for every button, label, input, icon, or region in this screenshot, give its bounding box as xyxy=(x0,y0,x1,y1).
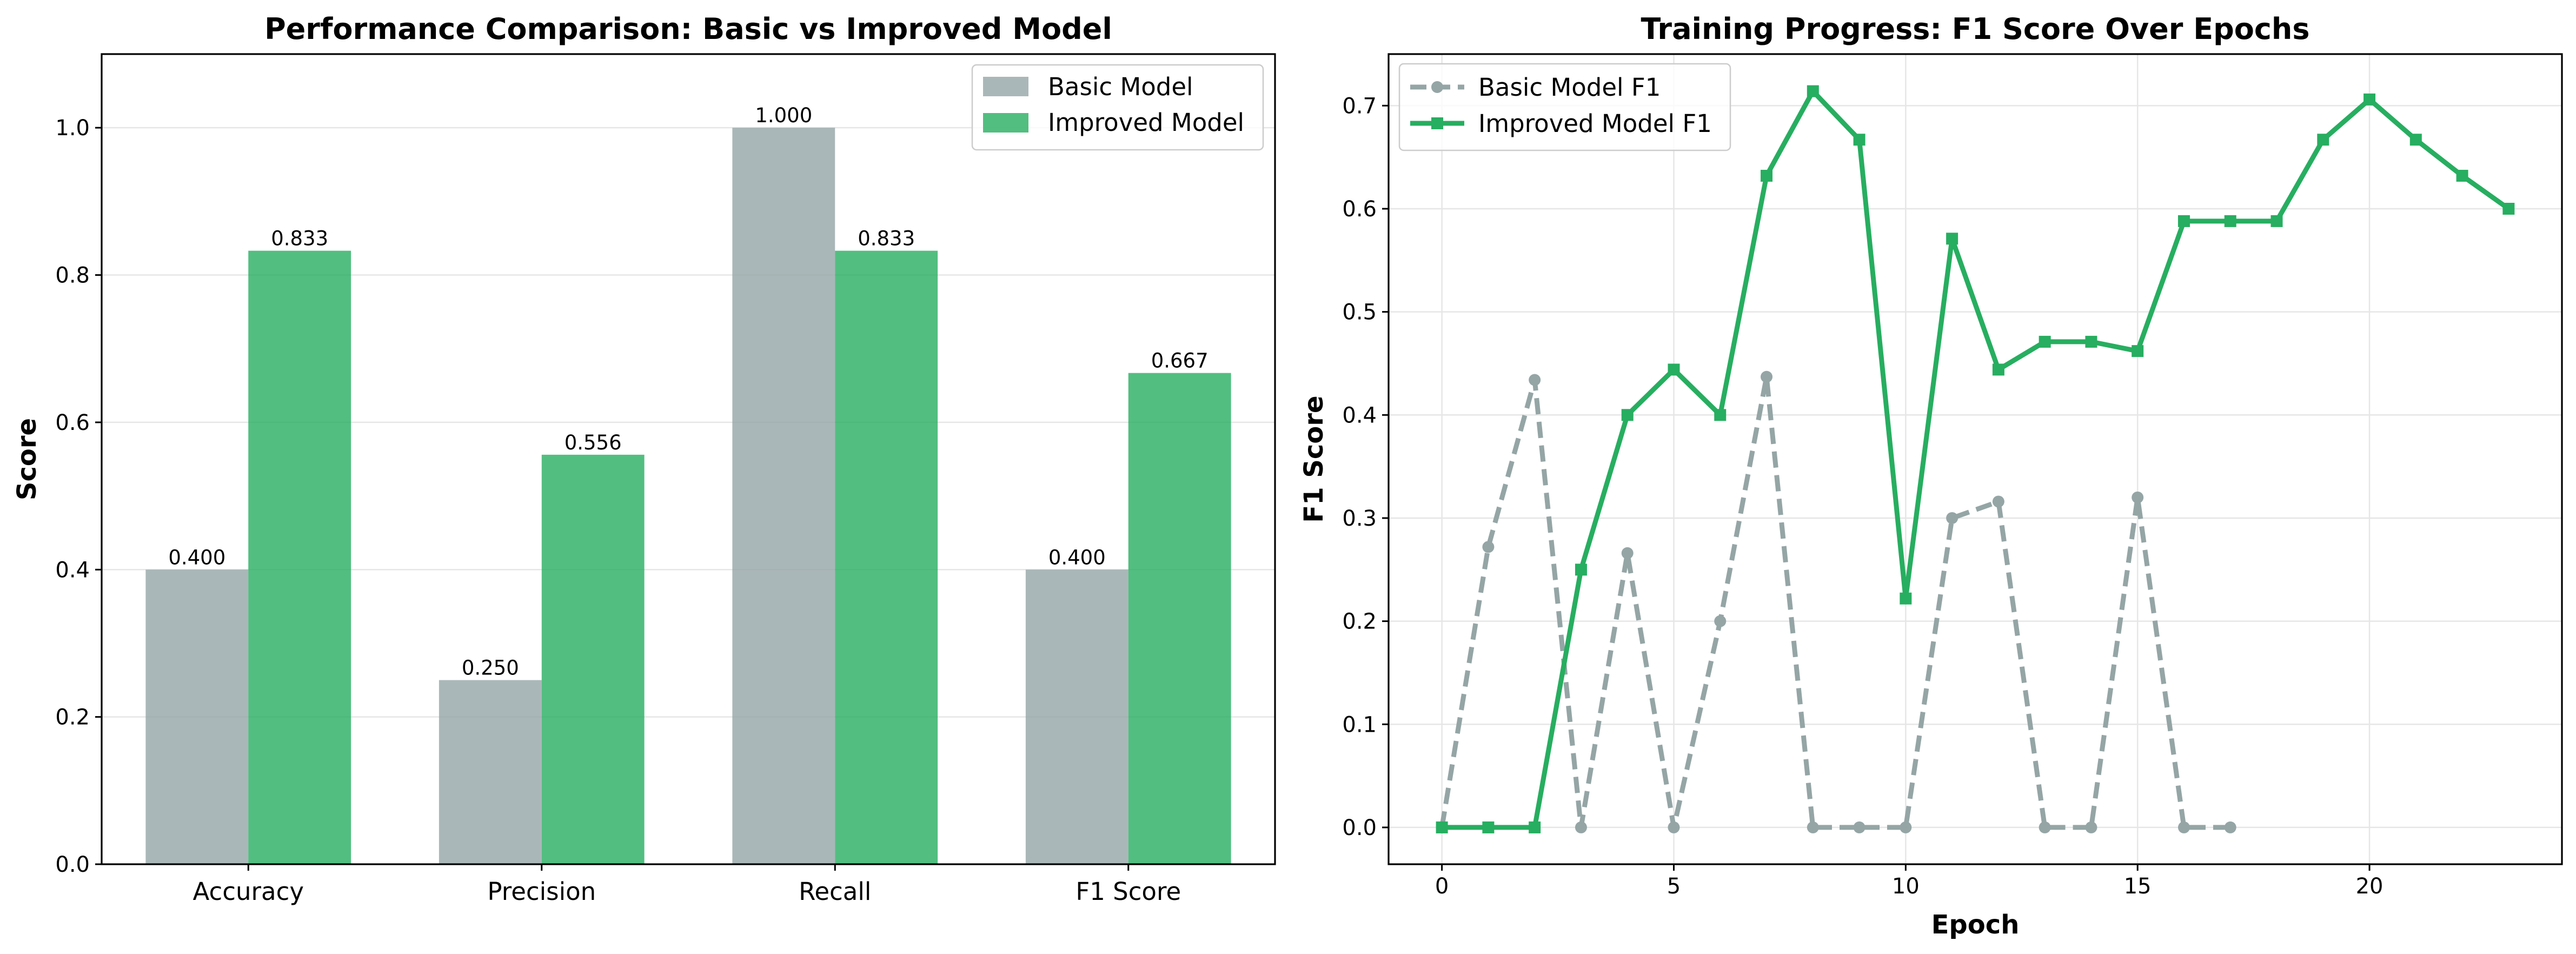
point-improved-model-f1 xyxy=(1668,363,1679,375)
legend-label-basic-model: Basic Model xyxy=(1048,72,1193,101)
x-tick-label: 5 xyxy=(1667,874,1681,899)
x-tick-label: 15 xyxy=(2124,874,2152,899)
y-tick-label: 0.0 xyxy=(55,852,90,877)
line-chart-legend: Basic Model F1 Improved Model F1 xyxy=(1399,64,1730,150)
x-tick-label: 10 xyxy=(1892,874,1920,899)
point-basic-model-f1 xyxy=(1993,495,2004,507)
point-improved-model-f1 xyxy=(2317,134,2329,145)
point-basic-model-f1 xyxy=(1668,822,1679,833)
y-tick-label: 0.1 xyxy=(1342,712,1377,737)
point-improved-model-f1 xyxy=(1807,85,1819,97)
legend-marker xyxy=(1431,81,1443,93)
point-basic-model-f1 xyxy=(2225,822,2236,833)
point-improved-model-f1 xyxy=(2363,94,2375,105)
point-improved-model-f1 xyxy=(2178,215,2190,227)
point-basic-model-f1 xyxy=(1807,822,1819,833)
bar-value-label: 0.833 xyxy=(271,227,328,250)
bar-improved-model-accuracy xyxy=(248,251,351,864)
point-improved-model-f1 xyxy=(2225,215,2236,227)
point-improved-model-f1 xyxy=(2502,203,2514,215)
legend-label-improved-model-f1: Improved Model F1 xyxy=(1478,109,1712,138)
x-tick-label: 20 xyxy=(2356,874,2384,899)
line-chart-x-axis-label: Epoch xyxy=(1931,910,2020,940)
bar-basic-model-accuracy xyxy=(145,569,248,864)
point-improved-model-f1 xyxy=(2457,170,2468,182)
y-tick-label: 0.7 xyxy=(1342,94,1377,118)
point-improved-model-f1 xyxy=(1946,233,1958,244)
bar-value-label: 0.400 xyxy=(1048,546,1106,569)
x-tick-label-recall: Recall xyxy=(799,877,871,906)
y-tick-label: 0.6 xyxy=(55,410,90,435)
bar-improved-model-precision xyxy=(542,455,645,864)
y-tick-label: 0.3 xyxy=(1342,506,1377,531)
point-improved-model-f1 xyxy=(1854,134,1865,145)
bar-improved-model-recall xyxy=(835,251,938,864)
y-tick-label: 0.0 xyxy=(1342,816,1377,840)
bar-basic-model-precision xyxy=(439,680,542,864)
bar-improved-model-f1-score xyxy=(1128,373,1231,864)
point-improved-model-f1 xyxy=(2410,134,2422,145)
point-basic-model-f1 xyxy=(1482,541,1494,553)
point-basic-model-f1 xyxy=(2039,822,2051,833)
bar-chart-legend: Basic Model Improved Model xyxy=(972,65,1263,150)
point-improved-model-f1 xyxy=(1436,822,1448,833)
point-improved-model-f1 xyxy=(2271,215,2283,227)
point-improved-model-f1 xyxy=(1622,409,1634,421)
point-basic-model-f1 xyxy=(1529,374,1541,386)
legend-label-improved-model: Improved Model xyxy=(1048,108,1244,137)
y-tick-label: 0.5 xyxy=(1342,300,1377,325)
bar-chart-title: Performance Comparison: Basic vs Improve… xyxy=(264,12,1112,46)
bar-value-label: 1.000 xyxy=(755,104,812,127)
y-tick-label: 0.8 xyxy=(55,263,90,288)
y-tick-label: 0.6 xyxy=(1342,197,1377,222)
bar-basic-model-f1-score xyxy=(1026,569,1128,864)
point-improved-model-f1 xyxy=(1761,170,1772,182)
point-improved-model-f1 xyxy=(1900,593,1911,605)
point-basic-model-f1 xyxy=(2132,492,2143,504)
point-improved-model-f1 xyxy=(1575,564,1587,575)
y-tick-label: 0.4 xyxy=(1342,403,1377,428)
point-improved-model-f1 xyxy=(2085,336,2097,348)
bar-value-label: 0.250 xyxy=(462,657,519,680)
y-tick-label: 1.0 xyxy=(55,116,90,141)
point-improved-model-f1 xyxy=(2132,345,2143,357)
point-improved-model-f1 xyxy=(1482,822,1494,833)
bar-value-label: 0.556 xyxy=(565,431,622,454)
point-basic-model-f1 xyxy=(1575,822,1587,833)
point-basic-model-f1 xyxy=(2178,822,2190,833)
legend-swatch-basic-model xyxy=(983,77,1028,96)
point-improved-model-f1 xyxy=(1529,822,1541,833)
x-tick-label: 0 xyxy=(1435,874,1449,899)
bar-chart-y-axis-label: Score xyxy=(12,418,42,500)
point-improved-model-f1 xyxy=(1993,363,2004,375)
point-basic-model-f1 xyxy=(1900,822,1911,833)
x-tick-label-f1-score: F1 Score xyxy=(1075,877,1181,906)
bar-basic-model-recall xyxy=(732,128,835,864)
point-basic-model-f1 xyxy=(1714,615,1726,627)
y-tick-label: 0.2 xyxy=(1342,610,1377,634)
point-basic-model-f1 xyxy=(2085,822,2097,833)
point-improved-model-f1 xyxy=(2039,336,2051,348)
point-basic-model-f1 xyxy=(1854,822,1865,833)
bar-value-label: 0.667 xyxy=(1151,349,1209,373)
point-basic-model-f1 xyxy=(1622,547,1634,559)
legend-swatch-improved-model xyxy=(983,113,1028,132)
point-basic-model-f1 xyxy=(1946,512,1958,524)
legend-label-basic-model-f1: Basic Model F1 xyxy=(1478,73,1661,102)
point-basic-model-f1 xyxy=(1761,371,1772,383)
line-chart-y-axis-label: F1 Score xyxy=(1299,395,1329,522)
y-tick-label: 0.4 xyxy=(55,558,90,582)
bar-value-label: 0.833 xyxy=(858,227,915,250)
point-improved-model-f1 xyxy=(1714,409,1726,421)
bar-value-label: 0.400 xyxy=(168,546,225,569)
legend-marker xyxy=(1431,117,1443,129)
x-tick-label-precision: Precision xyxy=(487,877,596,906)
y-tick-label: 0.2 xyxy=(55,705,90,730)
line-chart-title: Training Progress: F1 Score Over Epochs xyxy=(1641,12,2310,46)
x-tick-label-accuracy: Accuracy xyxy=(193,877,304,906)
